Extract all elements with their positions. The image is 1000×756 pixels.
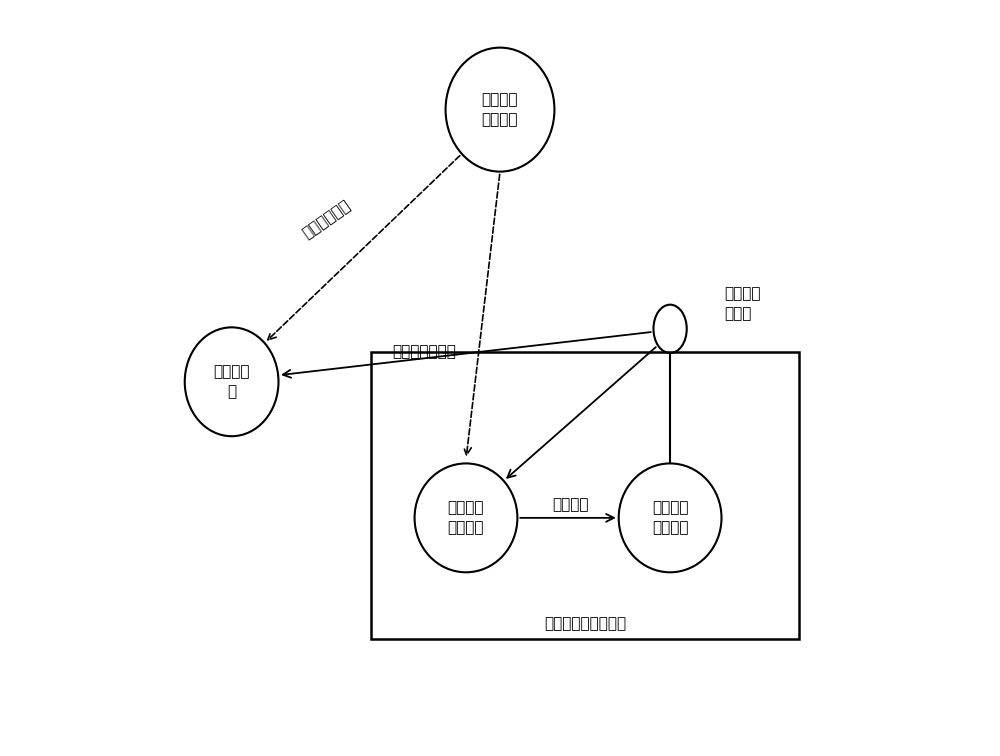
Ellipse shape (185, 327, 278, 436)
Text: 伪卫星信
号发射机: 伪卫星信 号发射机 (652, 500, 688, 535)
Text: 空间卫星
导航系统: 空间卫星 导航系统 (482, 92, 518, 127)
Text: 用户接收
机: 用户接收 机 (213, 364, 250, 399)
Bar (371, 352, 799, 639)
Ellipse shape (415, 463, 517, 572)
Text: 直发信号差分伪卫星: 直发信号差分伪卫星 (544, 616, 626, 631)
Ellipse shape (619, 463, 722, 572)
Ellipse shape (446, 48, 554, 172)
Text: 伪卫星导航信号: 伪卫星导航信号 (392, 344, 456, 359)
Text: 伪卫星同
步接收机: 伪卫星同 步接收机 (448, 500, 484, 535)
Text: 卫星导航信号: 卫星导航信号 (299, 197, 353, 241)
Text: 伪卫星发
射天线: 伪卫星发 射天线 (725, 287, 761, 321)
Text: 导航电文: 导航电文 (552, 497, 589, 512)
